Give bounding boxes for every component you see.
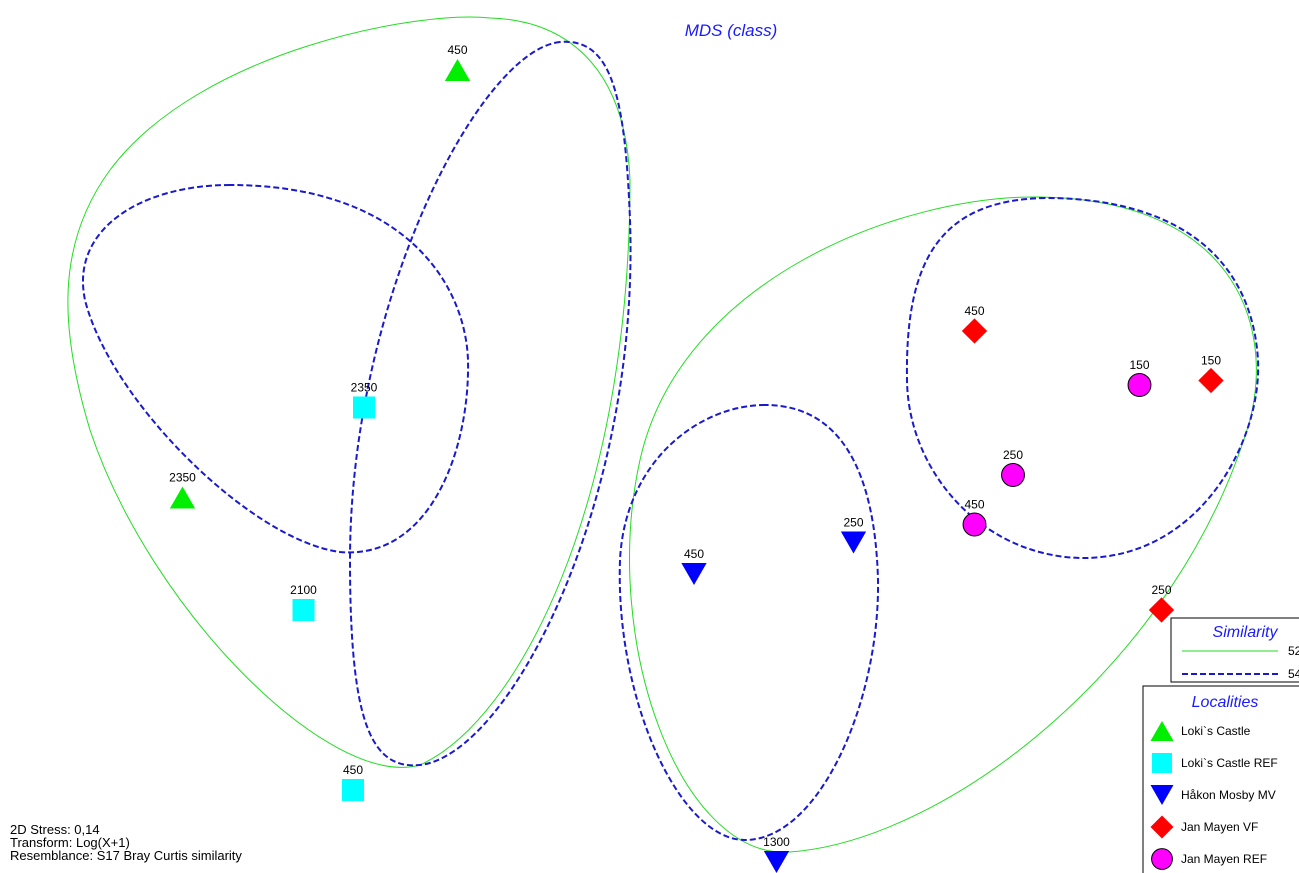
legend-label-2: Håkon Mosby MV (1181, 788, 1276, 802)
point-triangle-up-0-2 (444, 59, 471, 81)
point-label-2-0: 450 (684, 547, 704, 561)
localities-legend-box (1142, 685, 1299, 873)
legend-label-1: Loki`s Castle REF (1181, 756, 1278, 770)
contour-52-right (629, 196, 1257, 853)
legend-marker-diamond (1150, 815, 1174, 839)
similarity-contours-52 (67, 16, 1257, 853)
point-circle-4-0 (1127, 373, 1152, 397)
point-diamond-3-1 (1198, 367, 1224, 394)
similarity-legend: Similarity 52 54 (1170, 617, 1299, 683)
point-label-4-1: 250 (1003, 448, 1023, 462)
point-label-4-2: 450 (964, 498, 984, 512)
point-label-0-2: 450 (447, 43, 467, 57)
legend-label-0: Loki`s Castle (1181, 724, 1251, 738)
point-diamond-3-0 (961, 318, 988, 344)
contour-54-hakon (618, 403, 880, 842)
point-triangle-down-2-0 (681, 563, 707, 585)
similarity-contours-54 (82, 40, 1260, 842)
point-square-1-1 (292, 599, 315, 621)
point-triangle-up-0-1 (169, 486, 196, 509)
legend-label-4: Jan Mayen REF (1181, 852, 1267, 866)
legend-marker-circle (1151, 848, 1173, 870)
point-label-0-1: 2350 (169, 471, 196, 485)
contour-54-janmayen (905, 196, 1260, 560)
point-label-2-2: 1300 (763, 835, 790, 849)
similarity-legend-label-52: 52 (1288, 644, 1299, 658)
point-label-2-1: 250 (843, 516, 863, 530)
point-triangle-down-2-2 (763, 851, 790, 873)
point-triangle-down-2-1 (840, 531, 867, 554)
point-label-4-0: 150 (1129, 358, 1149, 372)
data-points: 2100235045023502100450450250130045015025… (169, 43, 1224, 873)
contour-54-loki-left (82, 183, 470, 554)
point-label-3-0: 450 (964, 304, 984, 318)
similarity-legend-label-54: 54 (1288, 667, 1299, 681)
localities-legend-entries: Loki`s Castle Loki`s Castle REF Håkon Mosb… (1150, 721, 1278, 870)
resemblance-text: Resemblance: S17 Bray Curtis similarity (10, 848, 242, 863)
transform-text: Transform: Log(X+1) (10, 835, 130, 850)
point-label-1-0: 2350 (351, 381, 378, 395)
point-square-1-0 (353, 396, 375, 419)
contour-54-loki-right (348, 40, 632, 767)
contour-52-left (67, 16, 631, 768)
localities-legend-title: Localities (1192, 694, 1259, 711)
legend-marker-triangle-up (1150, 721, 1174, 741)
point-label-1-1: 2100 (290, 583, 317, 597)
point-diamond-3-2 (1148, 597, 1175, 623)
similarity-legend-title: Similarity (1213, 624, 1279, 641)
stress-text: 2D Stress: 0,14 (10, 822, 100, 837)
point-label-1-2: 450 (343, 763, 363, 777)
point-square-1-2 (342, 779, 364, 801)
legend-label-3: Jan Mayen VF (1181, 820, 1258, 834)
point-label-3-2: 250 (1151, 583, 1171, 597)
localities-legend: Localities Loki`s Castle Loki`s Castle RE… (1142, 685, 1299, 873)
similarity-legend-box (1170, 617, 1299, 683)
point-circle-4-2 (962, 512, 987, 537)
chart-title: MDS (class) (685, 21, 778, 40)
stats-block: 2D Stress: 0,14 Transform: Log(X+1) Rese… (10, 823, 242, 862)
legend-marker-triangle-down (1150, 785, 1174, 805)
legend-marker-square (1152, 753, 1172, 773)
point-circle-4-1 (1001, 463, 1025, 487)
point-label-3-1: 150 (1201, 354, 1221, 368)
